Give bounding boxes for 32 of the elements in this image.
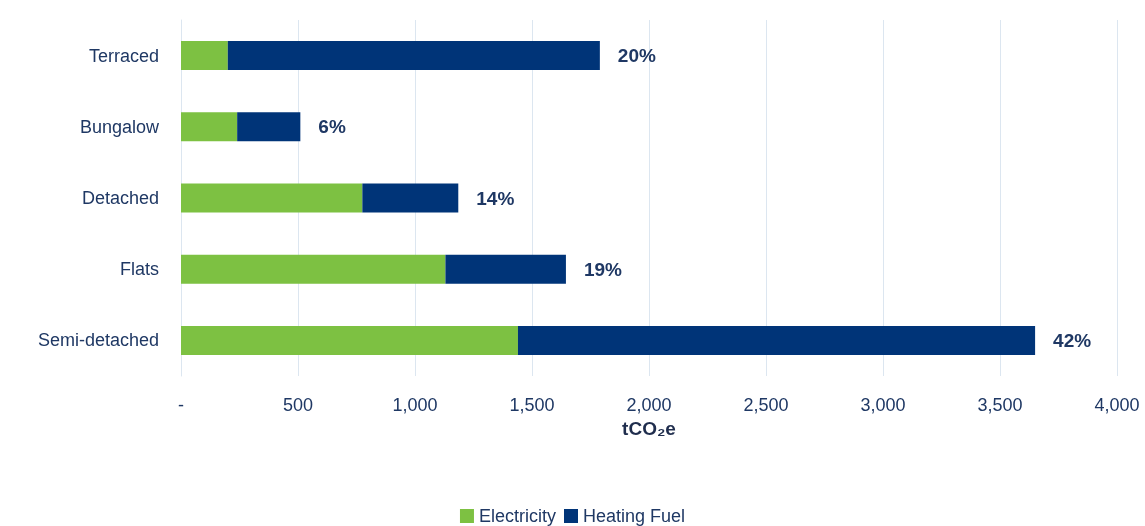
- annotation: 14%: [476, 187, 515, 209]
- y-tick-label: Bungalow: [79, 116, 160, 137]
- bar: [517, 325, 1036, 355]
- bar: [445, 254, 566, 284]
- y-tick-label: Detached: [81, 188, 159, 208]
- annotation: 6%: [318, 116, 346, 138]
- annotation: 42%: [1053, 329, 1092, 351]
- x-tick-label: 1,500: [509, 395, 555, 415]
- y-tick-label: Terraced: [88, 45, 159, 66]
- x-tick-label: 2,500: [743, 395, 789, 415]
- x-tick-label: 1,000: [392, 395, 438, 415]
- bar: [181, 183, 363, 213]
- x-axis-title: tCO₂e: [622, 417, 676, 439]
- x-tick-label: -: [178, 395, 184, 415]
- annotation: 19%: [583, 258, 623, 280]
- y-tick-label: Flats: [119, 259, 159, 280]
- bar: [181, 325, 518, 355]
- bar: [181, 254, 446, 284]
- x-tick-label: 4,000: [1094, 395, 1140, 415]
- x-tick-label: 3,000: [860, 395, 906, 415]
- annotation: 20%: [617, 45, 656, 67]
- x-tick-label: 3,500: [977, 395, 1023, 415]
- bar: [237, 112, 301, 142]
- bar: [227, 41, 600, 71]
- x-tick-label: 2,000: [626, 395, 672, 415]
- legend-label: Electricity: [478, 506, 556, 526]
- legend-label: Heating Fuel: [582, 506, 686, 526]
- x-tick-label: 500: [282, 395, 314, 415]
- bar: [362, 183, 459, 213]
- bar: [181, 41, 228, 71]
- y-tick-label: Semi-detached: [37, 330, 159, 351]
- bar: [181, 112, 238, 142]
